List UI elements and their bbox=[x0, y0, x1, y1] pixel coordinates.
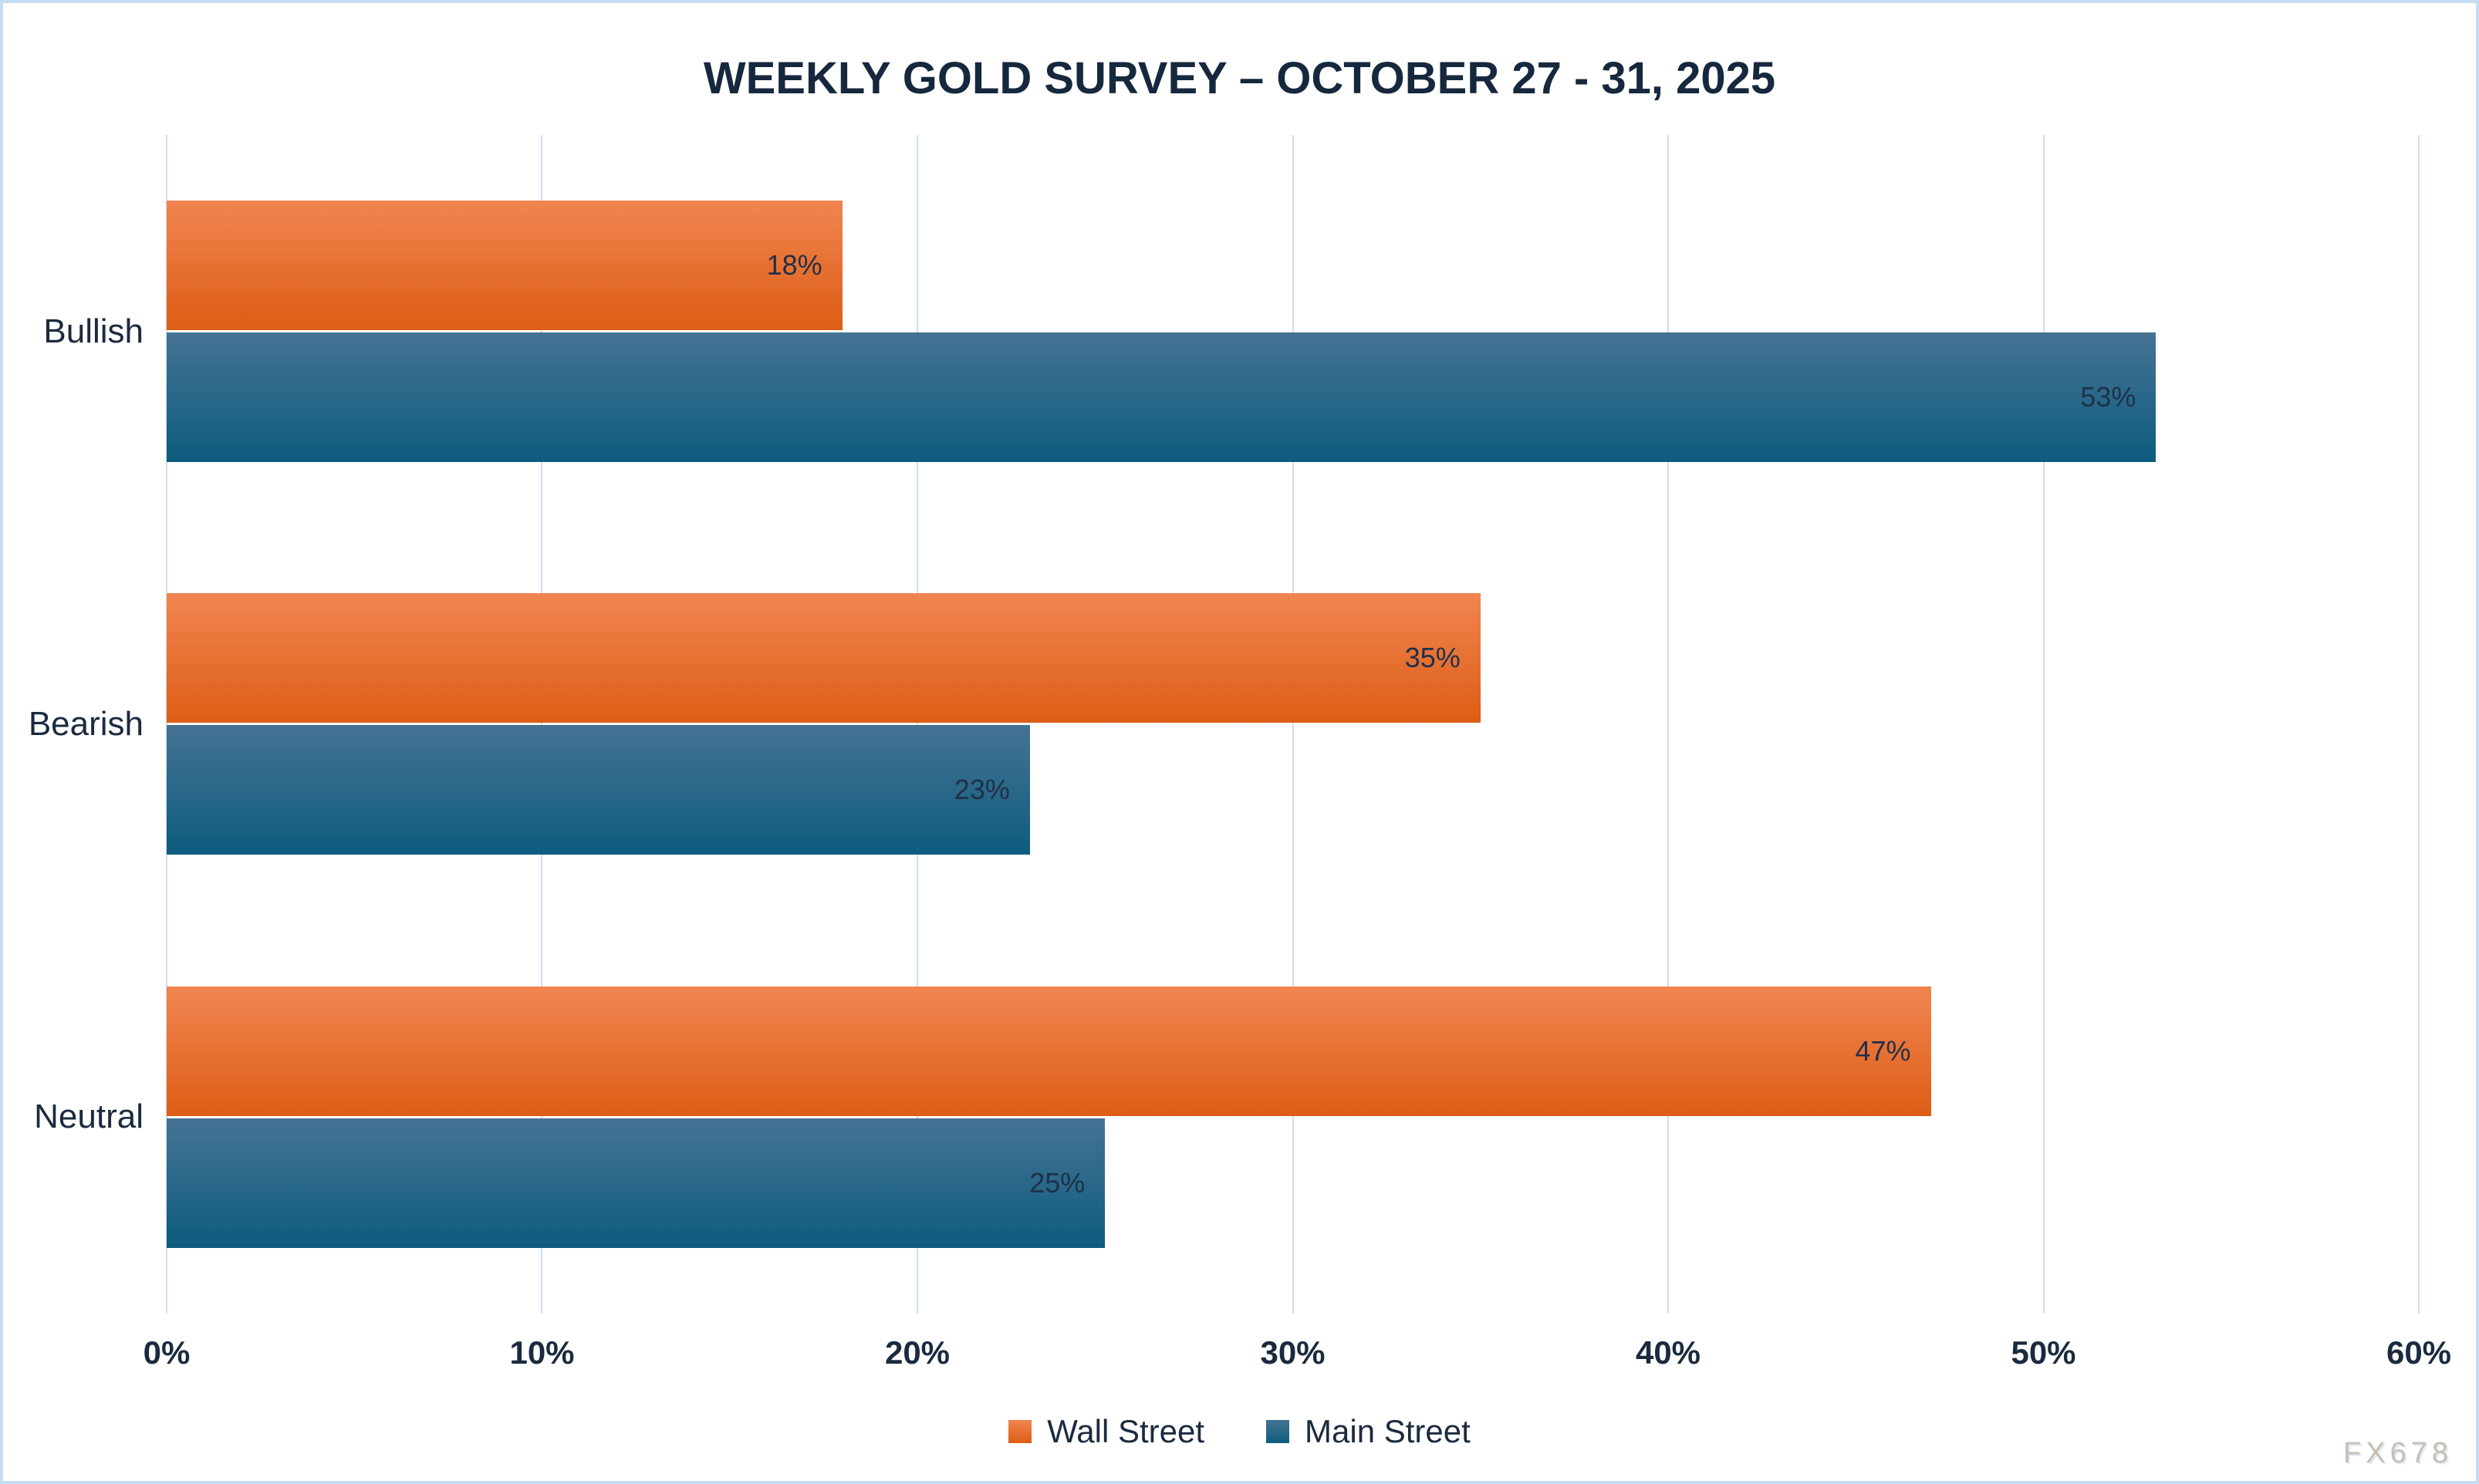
bar-value-label: 18% bbox=[766, 249, 822, 282]
legend-item-wall-street: Wall Street bbox=[1008, 1413, 1204, 1450]
bar-value-label: 53% bbox=[2080, 381, 2136, 413]
x-axis-tick-60: 60% bbox=[2386, 1334, 2452, 1371]
legend-item-main-street: Main Street bbox=[1266, 1413, 1471, 1450]
legend-swatch-main-street bbox=[1266, 1420, 1290, 1443]
chart-title: WEEKLY GOLD SURVEY – OCTOBER 27 - 31, 20… bbox=[703, 53, 1776, 103]
bar-group-bearish: 35% 23% bbox=[167, 528, 2419, 920]
bar-main-street-bearish: 23% bbox=[167, 725, 1030, 855]
x-axis-tick-40: 40% bbox=[1635, 1334, 1701, 1371]
watermark: FX678 bbox=[2343, 1437, 2453, 1469]
bar-wall-street-neutral: 47% bbox=[167, 986, 1931, 1116]
plot-area: 18% 53% 35% 23% 47% 25% bbox=[166, 135, 2420, 1314]
legend: Wall Street Main Street bbox=[0, 1413, 2479, 1450]
gridline-0 bbox=[166, 135, 167, 1314]
gridline-60 bbox=[2418, 135, 2420, 1314]
legend-label: Main Street bbox=[1305, 1413, 1471, 1449]
bar-value-label: 25% bbox=[1029, 1166, 1086, 1199]
gridline-20 bbox=[916, 135, 918, 1314]
x-axis-tick-10: 10% bbox=[509, 1334, 575, 1371]
gridline-40 bbox=[1667, 135, 1669, 1314]
bar-wall-street-bullish: 18% bbox=[167, 201, 843, 331]
bar-group-bullish: 18% 53% bbox=[167, 135, 2419, 528]
legend-label: Wall Street bbox=[1047, 1413, 1205, 1449]
bar-main-street-neutral: 25% bbox=[167, 1118, 1106, 1248]
bar-value-label: 35% bbox=[1404, 642, 1461, 674]
legend-swatch-wall-street bbox=[1008, 1420, 1032, 1443]
bar-value-label: 23% bbox=[954, 774, 1010, 806]
gridline-10 bbox=[541, 135, 543, 1314]
x-axis-tick-30: 30% bbox=[1260, 1334, 1326, 1371]
bar-main-street-bullish: 53% bbox=[167, 332, 2156, 463]
x-axis-tick-50: 50% bbox=[2011, 1334, 2076, 1371]
bar-wall-street-bearish: 35% bbox=[167, 593, 1481, 723]
category-label-bearish: Bearish bbox=[28, 705, 144, 743]
x-axis-tick-20: 20% bbox=[884, 1334, 951, 1371]
x-axis-tick-0: 0% bbox=[143, 1334, 191, 1371]
category-label-neutral: Neutral bbox=[34, 1098, 144, 1136]
category-label-bullish: Bullish bbox=[43, 312, 144, 350]
gridline-50 bbox=[2042, 135, 2045, 1314]
bar-value-label: 47% bbox=[1855, 1034, 1911, 1067]
bar-group-neutral: 47% 25% bbox=[167, 921, 2419, 1314]
gridline-30 bbox=[1292, 135, 1294, 1314]
